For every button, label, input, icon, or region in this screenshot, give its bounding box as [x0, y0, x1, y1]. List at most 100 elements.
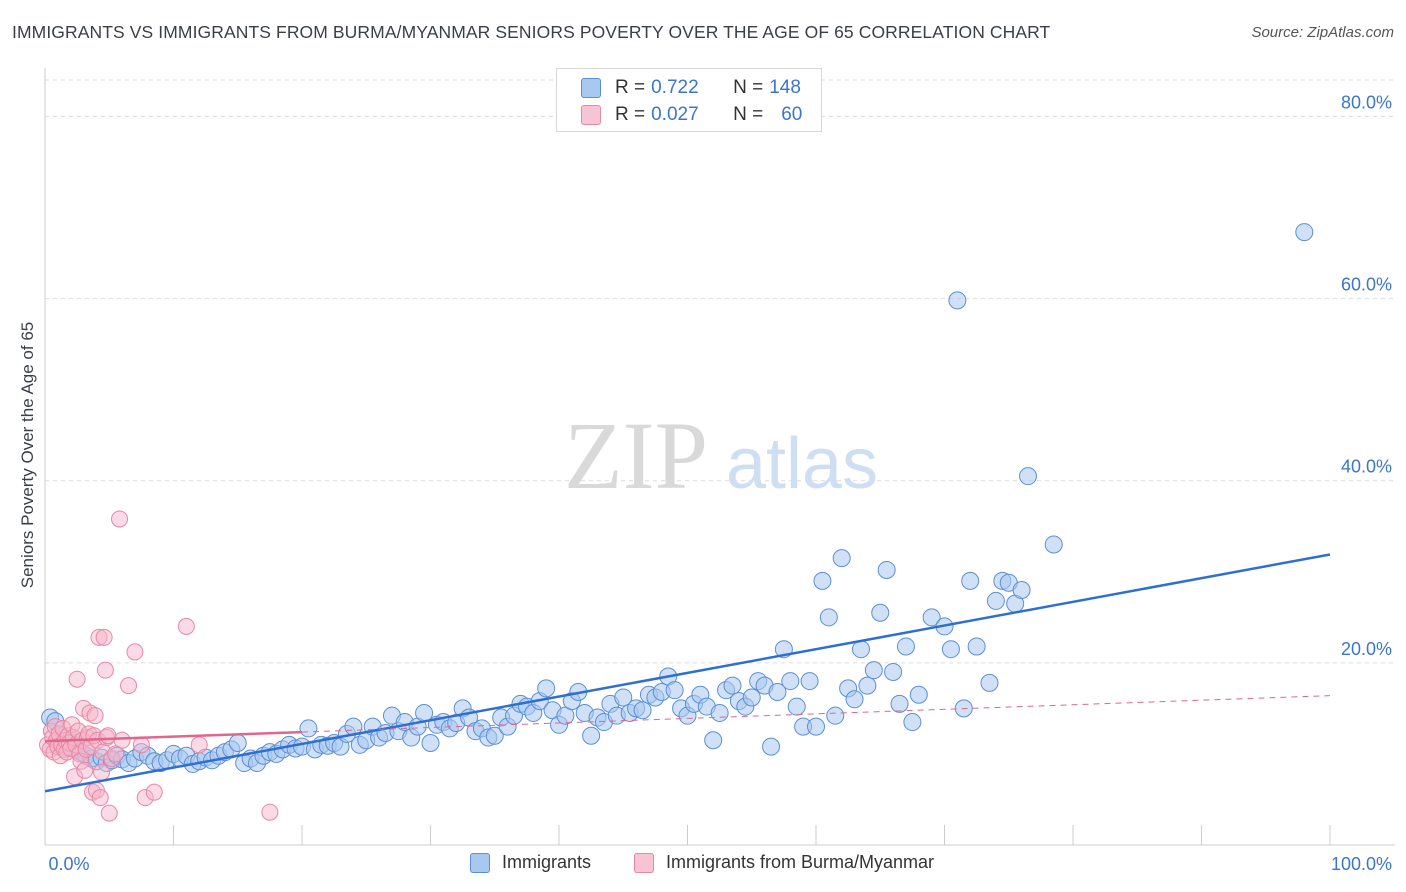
legend-n-value: 148 [769, 77, 801, 98]
immigrants-point [1012, 581, 1031, 599]
immigrants-point [582, 726, 601, 745]
burma-myanmar-point [132, 736, 150, 754]
immigrants-point [864, 661, 883, 680]
immigrants-point [742, 688, 761, 707]
immigrants-trend-line [44, 553, 1331, 793]
watermark-atlas: atlas [726, 424, 878, 504]
legend-n-label: N = [733, 77, 764, 98]
x-tick-label: 0.0% [48, 854, 89, 874]
burma-myanmar-point [113, 731, 131, 749]
immigrants-point [903, 713, 922, 732]
immigrants-point [858, 676, 877, 695]
immigrants-point [884, 662, 903, 681]
immigrants-point [710, 703, 729, 722]
burma-trend-line-solid [44, 730, 303, 743]
immigrants-point [832, 549, 851, 568]
trend-lines [44, 553, 1331, 793]
burma-myanmar-point [86, 707, 104, 725]
immigrants-point [967, 637, 986, 656]
immigrants-point [633, 701, 652, 720]
immigrants-point [877, 560, 896, 579]
immigrants-point [1044, 535, 1063, 554]
immigrants-point [961, 571, 980, 590]
burma-myanmar-point [93, 763, 111, 781]
immigrants-point [768, 683, 787, 701]
legend-swatch-pink [581, 105, 601, 125]
burma-myanmar-point [111, 510, 129, 528]
legend-row-burma: R = 0.027 N = 60 [581, 102, 802, 128]
y-tick-label: 60.0% [1341, 275, 1392, 295]
legend-n-label: N = [733, 104, 764, 125]
y-tick-label: 20.0% [1341, 639, 1392, 659]
immigrants-point [485, 726, 504, 745]
legend-n-value: 60 [781, 104, 803, 125]
watermark-zip: ZIP [564, 402, 708, 509]
legend-r-label: R = [615, 77, 646, 98]
immigrants-point [922, 608, 941, 627]
series-legend-burma: Immigrants from Burma/Myanmar [634, 852, 934, 873]
immigrants-point [909, 685, 928, 704]
burma-myanmar-point [190, 736, 208, 754]
gridlines [45, 79, 1395, 664]
series-swatch-pink [634, 852, 654, 873]
immigrants-point [896, 637, 915, 656]
immigrants-point [537, 679, 556, 698]
immigrants-point [665, 681, 684, 700]
tick-labels: 20.0% 40.0% 60.0% 80.0% 0.0% 100.0% [48, 92, 1392, 874]
immigrants-point [980, 673, 999, 692]
series-legend: Immigrants Immigrants from Burma/Myanmar [0, 852, 1406, 878]
immigrants-point [845, 690, 864, 709]
series-legend-immigrants: Immigrants [470, 852, 591, 873]
immigrants-point [986, 591, 1005, 610]
immigrants-point [871, 603, 890, 622]
axes [44, 68, 1395, 846]
immigrants-point [807, 717, 825, 736]
immigrants-point [819, 608, 838, 627]
series-legend-label: Immigrants from Burma/Myanmar [666, 852, 935, 872]
immigrants-point [787, 697, 806, 716]
immigrants-point [1295, 223, 1314, 242]
source-label: Source: ZipAtlas.com [1251, 24, 1394, 41]
burma-myanmar-point [96, 661, 114, 679]
burma-myanmar-points [39, 510, 279, 822]
immigrants-point [762, 737, 781, 756]
immigrants-point [781, 672, 800, 691]
burma-myanmar-point [68, 670, 86, 688]
immigrants-point [800, 672, 819, 691]
legend-r-value: 0.722 [651, 77, 699, 98]
burma-myanmar-point [99, 727, 117, 745]
immigrants-point [704, 731, 723, 750]
correlation-legend: R = 0.722 N = 148 R = 0.027 N = 60 [556, 68, 822, 132]
immigrants-point [228, 734, 247, 752]
y-tick-label: 80.0% [1341, 92, 1392, 112]
immigrants-point [421, 734, 440, 752]
burma-myanmar-point [107, 745, 125, 763]
immigrants-point [723, 676, 742, 695]
burma-myanmar-point [177, 617, 195, 635]
burma-myanmar-point [100, 804, 118, 822]
burma-myanmar-point [76, 761, 94, 779]
immigrants-point [813, 571, 832, 590]
burma-myanmar-point [95, 628, 113, 646]
immigrants-point [890, 694, 909, 713]
series-legend-label: Immigrants [502, 852, 592, 872]
watermark: ZIP atlas [564, 402, 878, 509]
legend-row-immigrants: R = 0.722 N = 148 [581, 75, 801, 101]
immigrants-point [614, 688, 633, 707]
immigrants-point [415, 703, 434, 722]
y-tick-label: 40.0% [1341, 457, 1392, 477]
burma-myanmar-point [145, 783, 163, 801]
immigrants-point [948, 291, 967, 310]
burma-myanmar-point [120, 677, 138, 695]
legend-swatch-blue [581, 78, 601, 98]
x-tick-label: 100.0% [1331, 854, 1392, 874]
legend-r-label: R = [615, 104, 646, 125]
chart-title: IMMIGRANTS VS IMMIGRANTS FROM BURMA/MYAN… [12, 22, 1051, 42]
burma-myanmar-point [126, 643, 144, 661]
immigrants-point [299, 719, 318, 738]
burma-myanmar-point [91, 789, 109, 807]
immigrants-point [826, 706, 845, 725]
burma-myanmar-point [261, 803, 279, 821]
legend-r-value: 0.027 [651, 104, 699, 125]
